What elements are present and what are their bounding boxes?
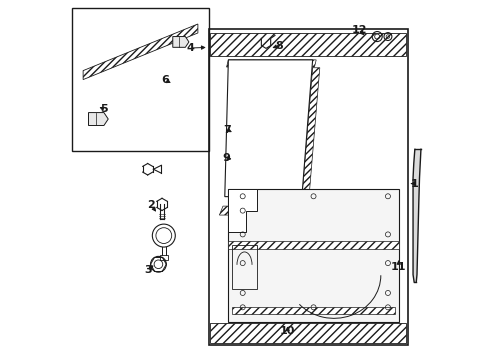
Bar bbox=[208, 30, 407, 345]
Text: 7: 7 bbox=[223, 125, 231, 135]
Text: 6: 6 bbox=[161, 75, 168, 85]
Text: 3: 3 bbox=[144, 265, 152, 275]
Polygon shape bbox=[301, 68, 319, 197]
Polygon shape bbox=[88, 113, 108, 126]
Polygon shape bbox=[412, 149, 420, 282]
Text: 5: 5 bbox=[100, 104, 107, 114]
Text: 4: 4 bbox=[185, 43, 194, 53]
Text: 1: 1 bbox=[410, 179, 418, 189]
Text: 2: 2 bbox=[147, 200, 155, 210]
Polygon shape bbox=[224, 60, 312, 197]
Bar bbox=[72, 8, 208, 151]
Text: 8: 8 bbox=[275, 41, 283, 50]
Polygon shape bbox=[226, 60, 316, 67]
Text: 10: 10 bbox=[279, 326, 295, 336]
Bar bbox=[159, 255, 168, 260]
Polygon shape bbox=[172, 37, 188, 47]
Polygon shape bbox=[83, 24, 198, 80]
Polygon shape bbox=[228, 189, 257, 232]
Bar bbox=[231, 246, 257, 288]
Polygon shape bbox=[228, 189, 398, 321]
Bar bbox=[231, 307, 394, 314]
Bar bbox=[228, 241, 398, 249]
Text: 12: 12 bbox=[351, 25, 366, 35]
Bar bbox=[210, 323, 405, 343]
Text: 11: 11 bbox=[390, 262, 406, 272]
Polygon shape bbox=[219, 206, 319, 215]
Bar bbox=[210, 33, 405, 56]
Text: 9: 9 bbox=[222, 153, 229, 163]
